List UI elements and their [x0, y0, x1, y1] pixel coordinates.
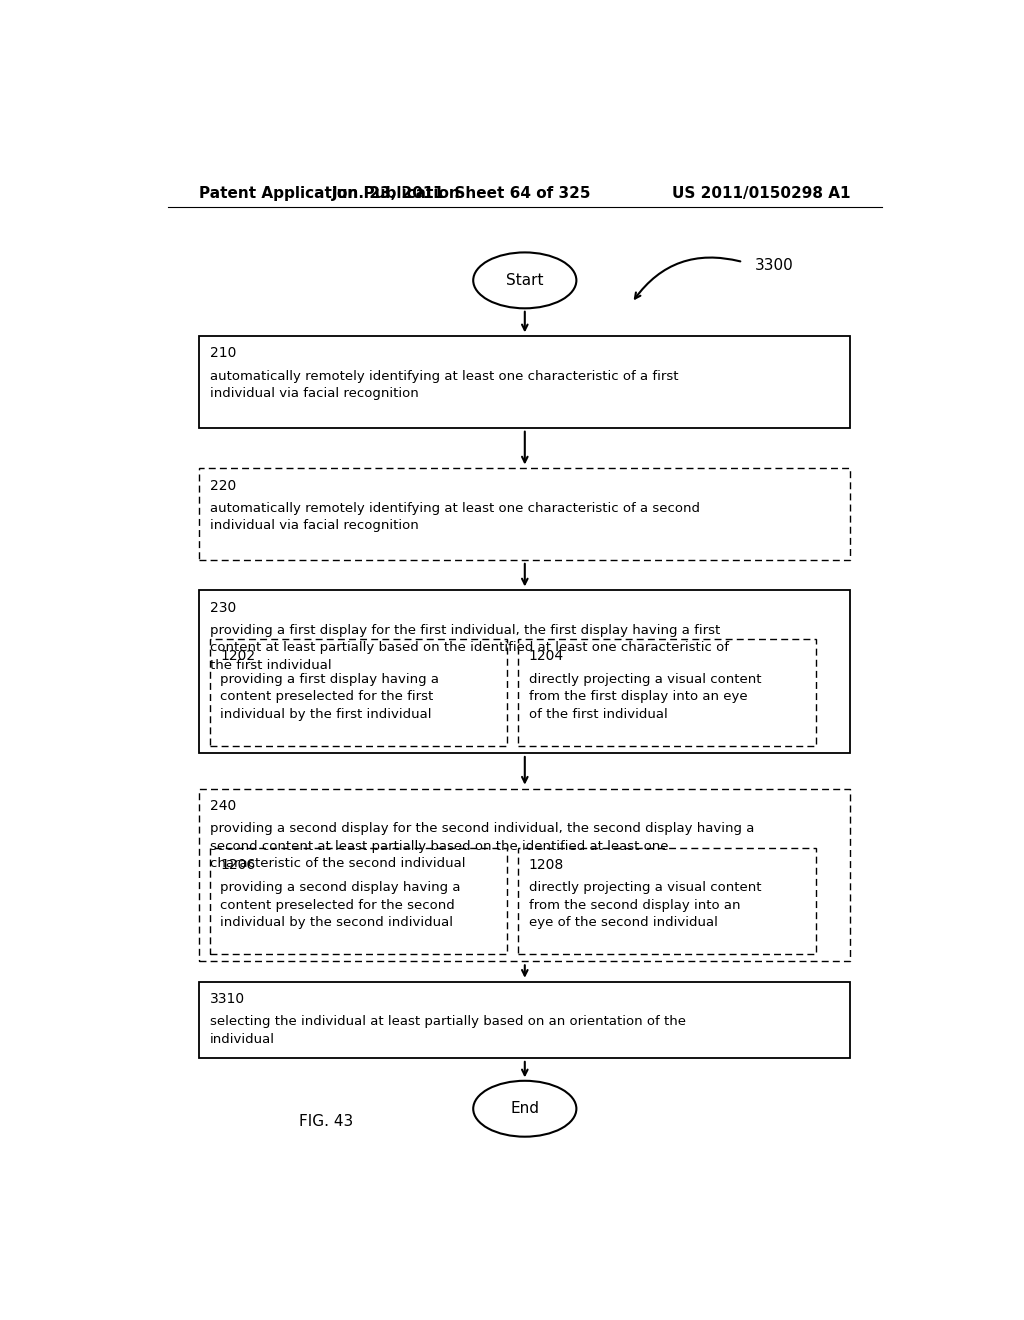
Text: End: End [510, 1101, 540, 1117]
Text: Patent Application Publication: Patent Application Publication [200, 186, 460, 202]
Text: US 2011/0150298 A1: US 2011/0150298 A1 [672, 186, 850, 202]
Text: providing a first display for the first individual, the first display having a f: providing a first display for the first … [210, 624, 729, 672]
Text: 230: 230 [210, 601, 236, 615]
Text: 3300: 3300 [755, 257, 794, 273]
Text: Jun. 23, 2011  Sheet 64 of 325: Jun. 23, 2011 Sheet 64 of 325 [332, 186, 591, 202]
Text: directly projecting a visual content
from the first display into an eye
of the f: directly projecting a visual content fro… [528, 673, 761, 721]
Text: Start: Start [506, 273, 544, 288]
Text: 220: 220 [210, 479, 236, 492]
Text: automatically remotely identifying at least one characteristic of a second
indiv: automatically remotely identifying at le… [210, 502, 699, 532]
Text: 1206: 1206 [220, 858, 255, 871]
Text: automatically remotely identifying at least one characteristic of a first
indivi: automatically remotely identifying at le… [210, 370, 678, 400]
Text: selecting the individual at least partially based on an orientation of the
indiv: selecting the individual at least partia… [210, 1015, 686, 1045]
Text: 3310: 3310 [210, 991, 245, 1006]
Text: providing a first display having a
content preselected for the first
individual : providing a first display having a conte… [220, 673, 439, 721]
Text: directly projecting a visual content
from the second display into an
eye of the : directly projecting a visual content fro… [528, 880, 761, 929]
Text: 210: 210 [210, 346, 237, 360]
Text: 1202: 1202 [220, 649, 255, 664]
Text: FIG. 43: FIG. 43 [299, 1114, 353, 1130]
Text: providing a second display for the second individual, the second display having : providing a second display for the secon… [210, 822, 754, 870]
Text: 1204: 1204 [528, 649, 564, 664]
Text: 240: 240 [210, 799, 236, 813]
Text: providing a second display having a
content preselected for the second
individua: providing a second display having a cont… [220, 880, 461, 929]
Text: 1208: 1208 [528, 858, 564, 871]
